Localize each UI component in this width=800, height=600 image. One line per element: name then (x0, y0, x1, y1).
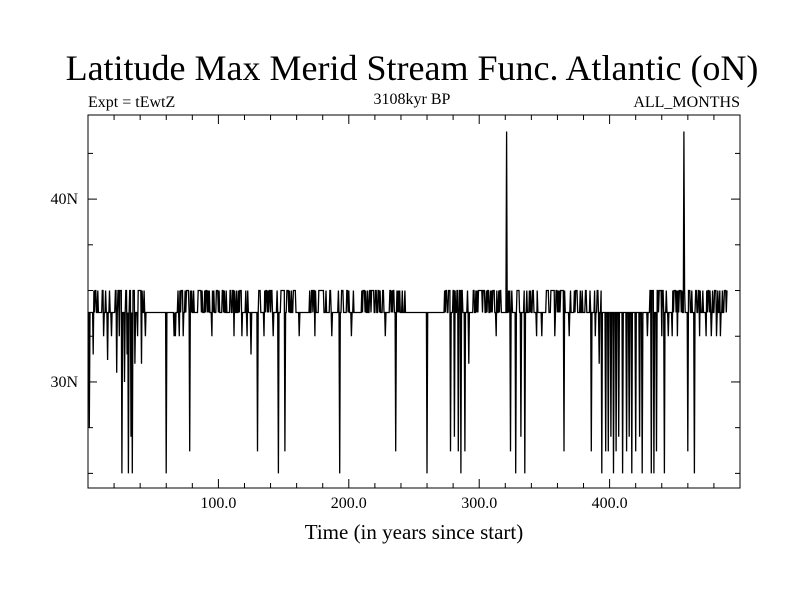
plot-frame (87, 114, 741, 489)
experiment-label: Expt = tEwtZ (88, 94, 175, 111)
x-tick-label: 100.0 (200, 495, 236, 512)
series-line (88, 131, 728, 474)
x-axis-label: Time (in years since start) (305, 520, 524, 544)
tick-labels: 100.0 200.0 300.0 400.0 30N 40N (50, 191, 627, 512)
y-tick-label: 40N (50, 191, 78, 208)
period-label: 3108kyr BP (374, 91, 451, 108)
x-tick-label: 200.0 (331, 495, 367, 512)
x-tick-label: 300.0 (461, 495, 497, 512)
chart-title: Latitude Max Merid Stream Func. Atlantic… (66, 48, 759, 88)
y-tick-label: 30N (50, 374, 78, 391)
season-label: ALL_MONTHS (633, 94, 740, 111)
x-tick-label: 400.0 (592, 495, 628, 512)
axis-ticks (88, 115, 740, 488)
